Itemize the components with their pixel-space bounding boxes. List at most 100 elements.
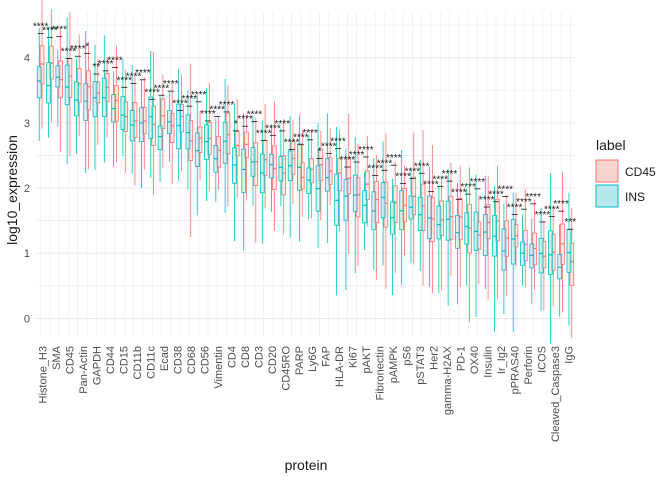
x-ticks: Histone_H3 SMA CD45 Pan-Actin GAPDH CD44 CD15 C…	[38, 345, 576, 442]
box-cd45	[485, 175, 491, 300]
x-tick-label: CD11b	[132, 346, 144, 379]
box-body	[417, 196, 423, 231]
box-ins	[352, 137, 358, 274]
significance-label: ****	[386, 153, 402, 164]
box-body	[46, 62, 51, 104]
box-cd45	[318, 131, 324, 221]
significance-label: ****	[237, 114, 253, 125]
box-ins	[166, 92, 172, 162]
legend-label-ins: INS	[625, 190, 645, 204]
significance-label: ****	[172, 98, 188, 109]
y-tick-label: 0	[24, 313, 30, 325]
x-tick-label: pS6	[402, 346, 414, 366]
significance-label: ****	[42, 25, 58, 36]
x-tick-label: CD8	[240, 346, 252, 368]
significance-label: ****	[553, 199, 569, 210]
x-tick-label: Fibronectin	[375, 346, 387, 400]
box-cd45	[411, 132, 417, 265]
significance-label: ****	[219, 100, 235, 111]
box-ins	[297, 115, 302, 242]
box-cd45	[104, 56, 110, 138]
significance-label: ****	[247, 110, 263, 121]
significance-label: ****	[414, 161, 430, 172]
significance-label: ****	[423, 180, 439, 191]
box-body	[39, 45, 45, 85]
box-ins	[157, 96, 163, 183]
box-ins	[538, 207, 544, 312]
significance-label: ****	[367, 163, 383, 174]
box-body	[157, 125, 163, 151]
box-ins	[417, 159, 423, 272]
box-body	[455, 215, 460, 249]
x-tick-label: Ly6G	[307, 346, 319, 372]
legend-swatch-cd45	[595, 159, 619, 183]
x-tick-label: Vimentin	[213, 346, 225, 389]
box-ins	[548, 173, 553, 344]
x-tick-label: pAMPK	[388, 345, 400, 383]
significance-label: ***	[565, 217, 577, 228]
box-ins	[520, 214, 525, 286]
box-ins	[287, 115, 293, 238]
significance-label: **	[93, 62, 101, 73]
box-body	[185, 114, 191, 150]
x-tick-label: CD3	[253, 346, 265, 368]
box-ins	[306, 135, 312, 220]
significance-label: ****	[182, 94, 198, 105]
significance-label: ****	[349, 150, 365, 161]
legend-title: label	[596, 137, 626, 153]
box-ins	[213, 118, 219, 202]
box-body	[343, 179, 349, 221]
box-ins	[185, 89, 191, 190]
box-ins	[139, 79, 144, 188]
box-ins	[324, 113, 330, 244]
box-body	[501, 228, 507, 271]
significance-label: ****	[405, 166, 421, 177]
significance-label: ****	[488, 190, 504, 201]
significance-label: ****	[284, 138, 300, 149]
box-body	[234, 130, 240, 157]
significance-label: ****	[191, 90, 207, 101]
box-ins	[111, 71, 116, 167]
significance-label: ****	[116, 75, 132, 86]
legend: label CD45 INS	[595, 137, 656, 208]
significance-label: ****	[442, 169, 458, 180]
x-tick-label: IgG	[563, 346, 575, 364]
x-tick-label: ICOS	[536, 346, 548, 373]
significance-label: ****	[340, 155, 356, 166]
box-ins	[74, 58, 79, 154]
significance-label: ****	[256, 128, 272, 139]
box-body	[148, 96, 154, 139]
box-ins	[445, 168, 451, 306]
significance-label: ****	[33, 22, 49, 33]
box-body	[306, 167, 312, 194]
significance-label: ****	[107, 55, 123, 66]
box-body	[464, 212, 470, 245]
significance-label: ****	[321, 141, 337, 152]
box-ins	[334, 126, 339, 296]
box-cd45	[346, 113, 352, 254]
x-tick-label: Ecad	[159, 346, 171, 371]
significance-label: *	[234, 119, 238, 130]
box-body	[566, 228, 572, 273]
significance-label: ****	[451, 187, 467, 198]
significance-label: ****	[498, 184, 514, 195]
box-ins	[129, 65, 135, 174]
x-tick-label: pAKT	[361, 346, 373, 374]
box-body	[334, 173, 339, 226]
x-tick-label: Insulin	[482, 346, 494, 378]
box-ins	[510, 192, 516, 333]
x-tick-label: pSTAT3	[415, 346, 427, 385]
x-tick-label: OX40	[469, 346, 481, 374]
x-tick-label: CD11c	[146, 346, 158, 379]
box-cd45	[560, 172, 565, 313]
box-body	[278, 156, 284, 182]
box-body	[92, 81, 98, 118]
significance-label: ****	[209, 104, 225, 115]
legend-item-ins: INS	[595, 184, 645, 208]
x-tick-label: CD4	[226, 346, 238, 368]
box-body	[129, 110, 135, 142]
legend-item-cd45: CD45	[595, 159, 656, 183]
significance-label: *	[317, 146, 321, 157]
box-ins	[55, 49, 61, 127]
significance-label: ****	[330, 137, 346, 148]
